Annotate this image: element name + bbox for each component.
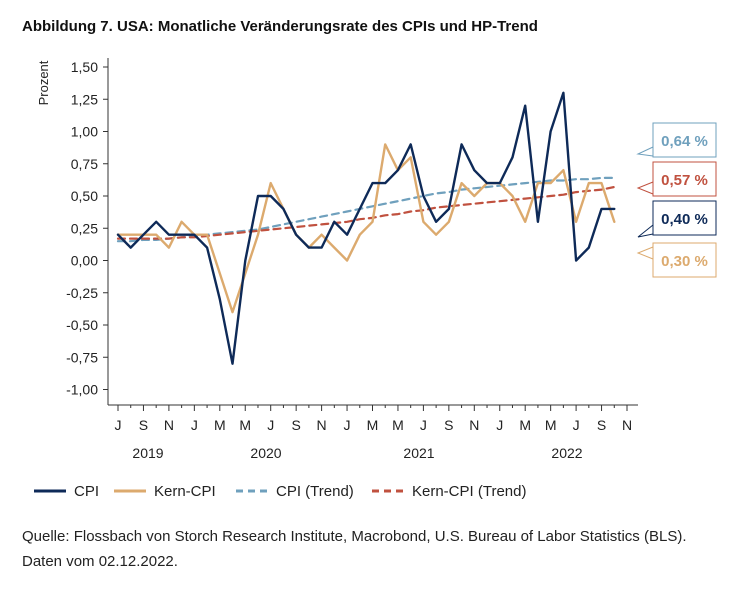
x-tick-label: J	[496, 417, 503, 433]
x-tick-label: M	[519, 417, 531, 433]
y-tick-label: 1,50	[71, 59, 98, 75]
x-tick-label: M	[392, 417, 404, 433]
x-tick-label: S	[291, 417, 300, 433]
callout-label: 0,57 %	[661, 172, 708, 189]
y-tick-label: -0,25	[66, 285, 98, 301]
chart-title: Abbildung 7. USA: Monatliche Veränderung…	[22, 18, 538, 35]
y-tick-label: -1,00	[66, 382, 98, 398]
callout-label: 0,40 %	[661, 211, 708, 228]
x-tick-label: S	[597, 417, 606, 433]
year-label: 2019	[132, 445, 163, 461]
y-tick-label: 0,00	[71, 253, 98, 269]
y-axis: -1,00 -0,75 -0,50 -0,25 0,00 0,25 0,50 0,75 1,00…	[36, 58, 109, 405]
x-tick-label: S	[444, 417, 453, 433]
year-label: 2021	[403, 445, 434, 461]
x-tick-label: J	[420, 417, 427, 433]
x-tick-label: N	[622, 417, 632, 433]
end-value-callouts: 0,64 % 0,57 % 0,40 % 0,30 %	[636, 122, 717, 278]
callout-box	[652, 242, 717, 278]
x-tick-label: M	[545, 417, 557, 433]
series-line-kern-cpi	[116, 143, 616, 314]
callout-label: 0,30 %	[661, 253, 708, 270]
series-line-cpi	[116, 91, 616, 365]
callout-pointer	[636, 146, 654, 157]
callout-pointer	[636, 181, 654, 195]
callout-box	[652, 200, 717, 236]
y-tick-label: 1,25	[71, 91, 98, 107]
x-tick-label: N	[317, 417, 327, 433]
year-label: 2020	[250, 445, 281, 461]
y-tick-label: 0,50	[71, 188, 98, 204]
x-tick-label: S	[139, 417, 148, 433]
x-tick-label: M	[367, 417, 379, 433]
legend-label: CPI	[74, 483, 99, 500]
x-tick-label: N	[164, 417, 174, 433]
y-tick-label: -0,50	[66, 317, 98, 333]
x-tick-label: J	[344, 417, 351, 433]
legend-label: CPI (Trend)	[276, 483, 354, 500]
legend: CPI Kern-CPI CPI (Trend) Kern-CPI (Trend)	[34, 483, 526, 500]
callout-pointer	[637, 224, 654, 238]
legend-label: Kern-CPI (Trend)	[412, 483, 526, 500]
callout-label: 0,64 %	[661, 133, 708, 150]
y-tick-label: 0,25	[71, 220, 98, 236]
x-tick-label: M	[214, 417, 226, 433]
callout-box	[652, 122, 717, 158]
callout-box	[652, 161, 717, 197]
x-tick-label: N	[469, 417, 479, 433]
callout-pointer	[636, 246, 654, 260]
y-tick-label: 1,00	[71, 124, 98, 140]
x-tick-label: J	[191, 417, 198, 433]
x-tick-label: M	[239, 417, 251, 433]
y-tick-label: -0,75	[66, 349, 98, 365]
x-tick-label: J	[115, 417, 122, 433]
y-axis-label: Prozent	[36, 60, 51, 105]
series-lines	[116, 91, 616, 365]
year-label: 2022	[551, 445, 582, 461]
x-tick-label: J	[573, 417, 580, 433]
x-tick-label: J	[267, 417, 274, 433]
source-note: Quelle: Flossbach von Storch Research In…	[22, 528, 687, 570]
legend-label: Kern-CPI	[154, 483, 216, 500]
y-tick-label: 0,75	[71, 156, 98, 172]
